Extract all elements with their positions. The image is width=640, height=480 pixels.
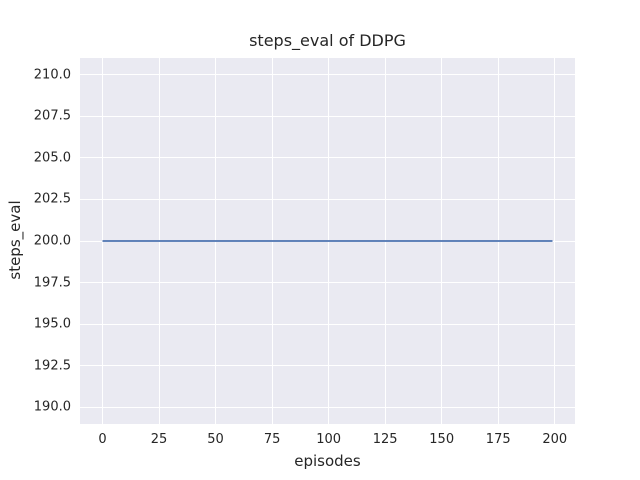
x-tick-label: 50 [207,432,224,447]
x-tick-label: 0 [98,432,107,447]
gridline-horizontal [80,406,575,408]
gridline-horizontal [80,115,575,117]
x-tick-label: 175 [485,432,511,447]
x-axis-label: episodes [294,452,361,470]
gridline-horizontal [80,74,575,76]
y-axis-label: steps_eval [6,200,24,280]
plot-area [80,58,575,424]
x-tick-label: 150 [429,432,455,447]
gridline-horizontal [80,282,575,284]
x-tick-label: 200 [542,432,568,447]
chart-series-layer [102,240,553,242]
y-tick-label: 207.5 [33,108,71,124]
chart-title: steps_eval of DDPG [249,31,406,50]
x-tick-label: 125 [372,432,398,447]
gridline-horizontal [80,198,575,200]
y-tick-label: 190.0 [33,399,71,415]
gridline-horizontal [80,157,575,159]
y-tick-label: 195.0 [33,316,71,332]
y-tick-label: 202.5 [33,191,71,207]
y-tick-label: 205.0 [33,150,71,166]
y-tick-label: 192.5 [33,358,71,374]
x-tick-label: 100 [316,432,342,447]
y-tick-label: 200.0 [33,233,71,249]
y-tick-label: 197.5 [33,275,71,291]
x-tick-label: 25 [150,432,168,447]
y-tick-label: 210.0 [33,67,71,83]
gridline-horizontal [80,365,575,367]
x-tick-label: 75 [263,432,281,447]
gridline-horizontal [80,323,575,325]
